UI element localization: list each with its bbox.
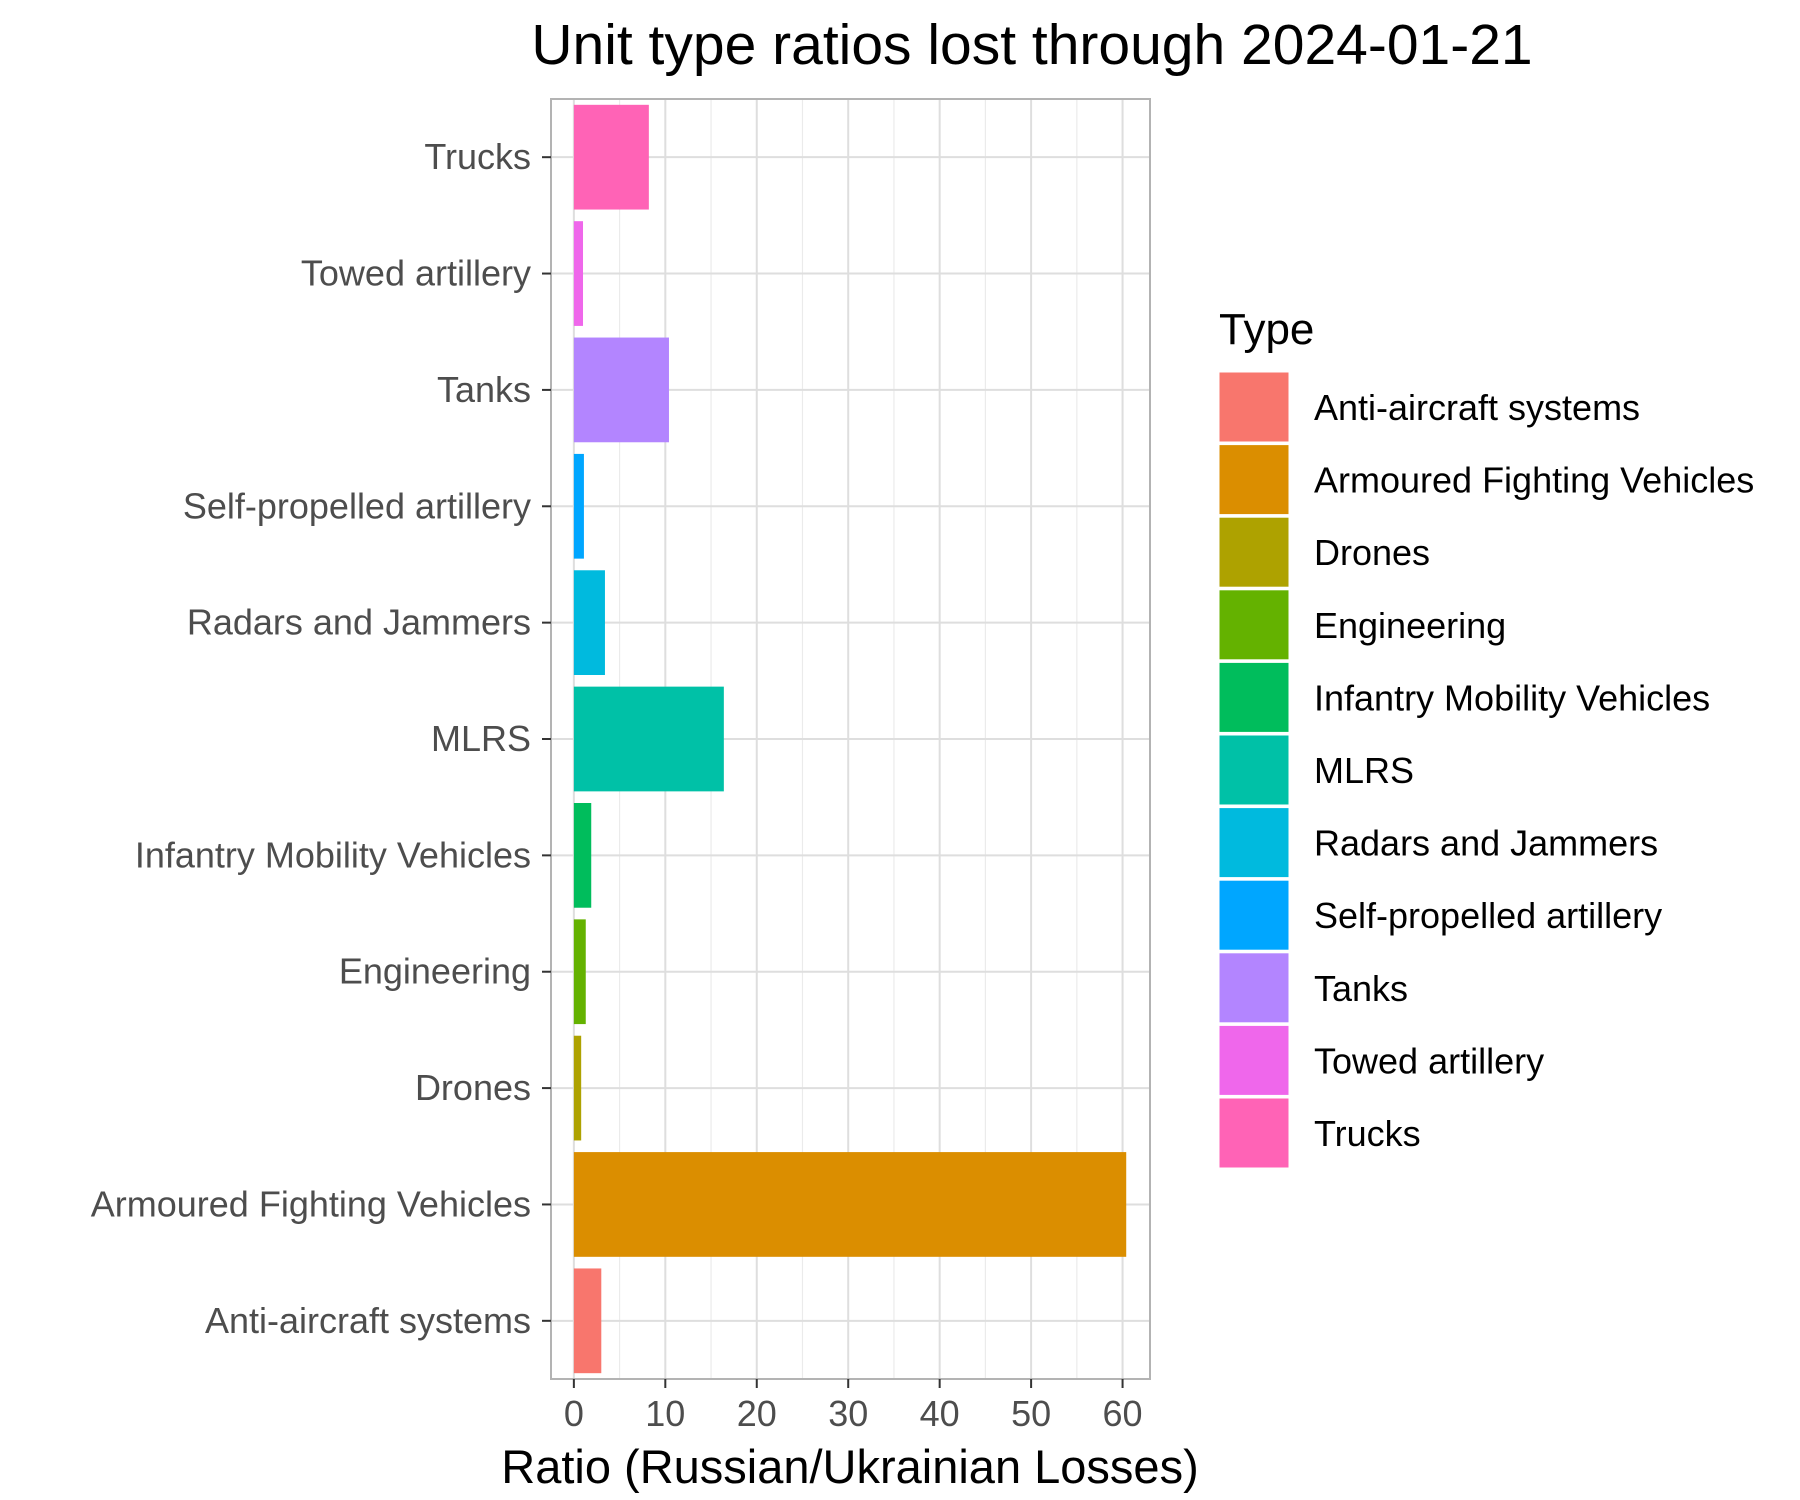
y-tick-label: Drones	[415, 1067, 531, 1108]
y-tick-label: MLRS	[431, 718, 531, 759]
chart-title: Unit type ratios lost through 2024-01-21	[531, 13, 1532, 77]
y-axis: Anti-aircraft systems Armoured Fighting V…	[91, 136, 551, 1341]
bar-mlrs	[573, 686, 724, 792]
legend-label: Armoured Fighting Vehicles	[1314, 460, 1754, 501]
legend-key	[1218, 1097, 1290, 1169]
y-tick-label: Self-propelled artillery	[183, 485, 531, 526]
y-tick-label: Armoured Fighting Vehicles	[91, 1183, 531, 1224]
x-tick-label: 50	[1011, 1393, 1051, 1434]
x-axis: 0 10 20 30 40 50 60	[564, 1379, 1143, 1434]
legend-label: Trucks	[1314, 1113, 1421, 1154]
y-tick-label: Anti-aircraft systems	[205, 1300, 531, 1341]
legend-key	[1218, 952, 1290, 1024]
bar-trucks	[573, 104, 649, 210]
legend-label: MLRS	[1314, 750, 1414, 791]
x-tick-label: 30	[828, 1393, 868, 1434]
legend-label: Towed artillery	[1314, 1040, 1544, 1081]
bar-anti-aircraft-systems	[573, 1268, 602, 1374]
y-tick-label: Infantry Mobility Vehicles	[135, 834, 531, 875]
y-tick-label: Towed artillery	[301, 253, 531, 294]
y-tick-label: Tanks	[437, 369, 531, 410]
legend-label: Tanks	[1314, 968, 1408, 1009]
legend-key	[1218, 734, 1290, 806]
legend-label: Infantry Mobility Vehicles	[1314, 677, 1710, 718]
legend-key	[1218, 661, 1290, 733]
legend-key	[1218, 516, 1290, 588]
legend-key	[1218, 371, 1290, 443]
bar-self-propelled-artillery	[573, 453, 584, 559]
x-tick-label: 60	[1103, 1393, 1143, 1434]
bars	[573, 104, 1127, 1374]
x-tick-label: 10	[645, 1393, 685, 1434]
bar-towed-artillery	[573, 221, 584, 326]
legend-items: Anti-aircraft systems Armoured Fighting V…	[1218, 371, 1754, 1169]
y-tick-label: Engineering	[339, 951, 531, 992]
bar-radars-and-jammers	[573, 570, 605, 675]
legend-label: Engineering	[1314, 605, 1506, 646]
legend-key	[1218, 807, 1290, 879]
legend-label: Drones	[1314, 532, 1430, 573]
legend-label: Self-propelled artillery	[1314, 895, 1662, 936]
legend-label: Anti-aircraft systems	[1314, 387, 1640, 428]
bar-infantry-mobility-vehicles	[573, 803, 592, 908]
bar-armoured-fighting-vehicles	[573, 1152, 1127, 1257]
x-axis-title: Ratio (Russian/Ukrainian Losses)	[501, 1440, 1198, 1493]
y-tick-label: Trucks	[424, 136, 531, 177]
x-tick-label: 40	[920, 1393, 960, 1434]
legend-title: Type	[1219, 305, 1314, 354]
y-tick-label: Radars and Jammers	[187, 602, 531, 643]
bar-engineering	[573, 919, 586, 1025]
legend-key	[1218, 879, 1290, 951]
legend-key	[1218, 589, 1290, 661]
x-tick-label: 20	[737, 1393, 777, 1434]
legend: Type Anti-aircraft systems Armoured Fight…	[1218, 305, 1754, 1169]
x-tick-label: 0	[564, 1393, 584, 1434]
bar-tanks	[573, 337, 669, 443]
legend-key	[1218, 1024, 1290, 1096]
bar-drones	[573, 1035, 582, 1141]
legend-label: Radars and Jammers	[1314, 823, 1658, 864]
legend-key	[1218, 444, 1290, 516]
